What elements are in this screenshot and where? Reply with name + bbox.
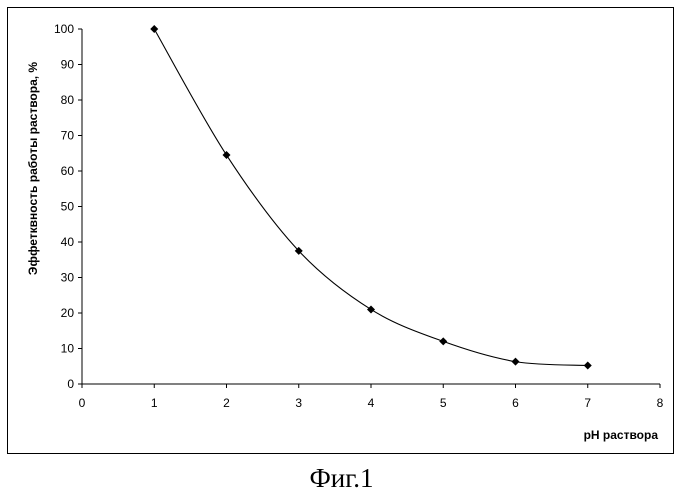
data-point xyxy=(150,25,158,33)
figure-caption: Фиг.1 xyxy=(0,462,683,494)
chart: 0 10 20 30 40 50 60 70 80 90 100 0 1 2 3 4 5 6 7 8 pH раст… xyxy=(0,0,683,460)
data-point xyxy=(367,305,375,313)
y-axis-ticks: 0 10 20 30 40 50 60 70 80 90 100 xyxy=(54,22,82,391)
x-tick-label: 7 xyxy=(584,396,591,410)
y-tick-label: 40 xyxy=(61,235,75,249)
y-axis-title: Эффетквность работы раствора, % xyxy=(26,62,40,276)
y-tick-label: 0 xyxy=(67,377,74,391)
data-point xyxy=(584,362,592,370)
x-tick-label: 4 xyxy=(368,396,375,410)
data-point xyxy=(512,358,520,366)
y-tick-label: 30 xyxy=(61,271,75,285)
series-line xyxy=(154,29,588,366)
x-tick-label: 2 xyxy=(223,396,230,410)
y-tick-label: 100 xyxy=(54,22,74,36)
x-tick-label: 0 xyxy=(79,396,86,410)
x-tick-label: 3 xyxy=(295,396,302,410)
x-tick-label: 6 xyxy=(512,396,519,410)
series xyxy=(150,25,592,370)
y-tick-label: 50 xyxy=(61,200,75,214)
y-tick-label: 20 xyxy=(61,306,75,320)
axes xyxy=(82,29,660,384)
y-tick-label: 60 xyxy=(61,164,75,178)
x-axis-title: pH раствора xyxy=(584,428,659,442)
x-tick-label: 1 xyxy=(151,396,158,410)
y-tick-label: 70 xyxy=(61,129,75,143)
data-point xyxy=(439,337,447,345)
x-tick-label: 5 xyxy=(440,396,447,410)
y-tick-label: 90 xyxy=(61,58,75,72)
x-tick-label: 8 xyxy=(657,396,664,410)
x-axis-ticks: 0 1 2 3 4 5 6 7 8 xyxy=(79,384,664,410)
y-tick-label: 10 xyxy=(61,342,75,356)
y-tick-label: 80 xyxy=(61,93,75,107)
data-point xyxy=(223,151,231,159)
